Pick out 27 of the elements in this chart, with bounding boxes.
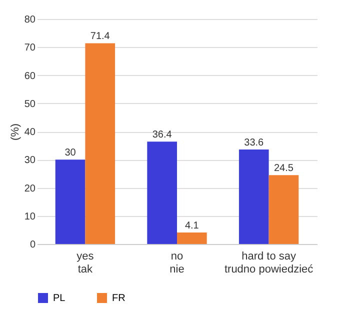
data-label: 30 <box>64 148 76 159</box>
y-tick-label: 0 <box>30 240 36 250</box>
bar <box>147 142 177 244</box>
y-tick-label: 60 <box>24 70 36 82</box>
y-tick-label: 50 <box>24 98 36 110</box>
data-label: 71.4 <box>90 31 110 42</box>
bar <box>55 160 86 244</box>
data-label: 36.4 <box>152 130 172 141</box>
bar <box>268 175 299 244</box>
bar <box>238 150 269 244</box>
y-tick-label: 80 <box>24 14 36 26</box>
y-tick-label: 40 <box>24 127 36 138</box>
data-label: 24.5 <box>274 163 294 174</box>
legend-label: FR <box>112 293 126 304</box>
y-tick-label: 10 <box>24 211 36 222</box>
x-tick-label: no nie <box>170 250 184 276</box>
x-tick-label: hard to say trudno powiedzieć <box>224 250 314 276</box>
bar <box>177 232 207 244</box>
data-label: 4.1 <box>184 220 200 232</box>
y-axis-title: (%) <box>9 123 22 141</box>
y-tick-label: 20 <box>24 183 36 194</box>
y-tick-label: 70 <box>24 42 36 54</box>
bar <box>85 43 116 244</box>
legend-label: PL <box>53 293 66 304</box>
x-tick-label: yes tak <box>76 250 94 276</box>
y-tick-label: 30 <box>24 155 36 166</box>
data-label: 33.6 <box>244 138 264 148</box>
